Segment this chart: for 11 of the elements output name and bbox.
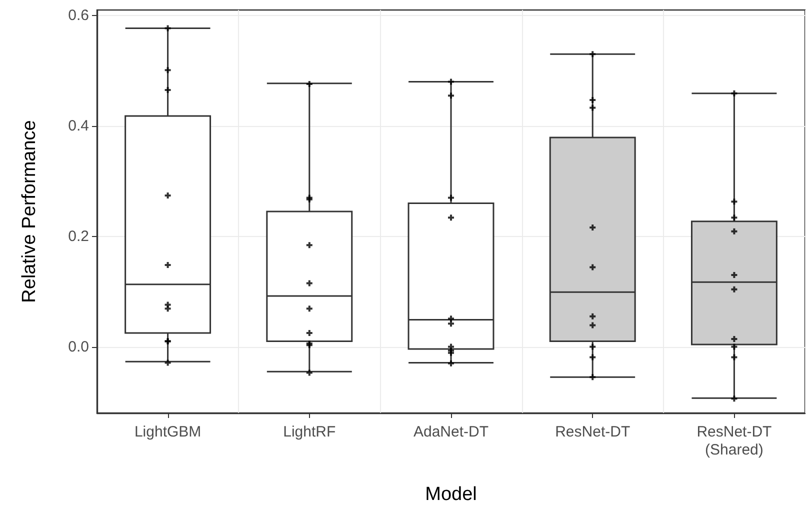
y-tick-label: 0.2 <box>68 228 89 245</box>
x-tick-label: AdaNet-DT <box>413 424 489 440</box>
y-axis-title: Relative Performance <box>19 120 40 303</box>
y-tick-label: 0.0 <box>68 338 89 356</box>
x-tick-label: LightRF <box>283 424 336 440</box>
y-tick-label: 0.6 <box>68 7 89 24</box>
x-axis-title: Model <box>425 484 477 505</box>
y-tick-label: 0.4 <box>68 117 89 134</box>
x-tick-label: LightGBM <box>134 424 202 440</box>
x-tick-label: ResNet-DT (Shared) <box>696 424 772 458</box>
x-tick-label: ResNet-DT <box>555 424 630 440</box>
